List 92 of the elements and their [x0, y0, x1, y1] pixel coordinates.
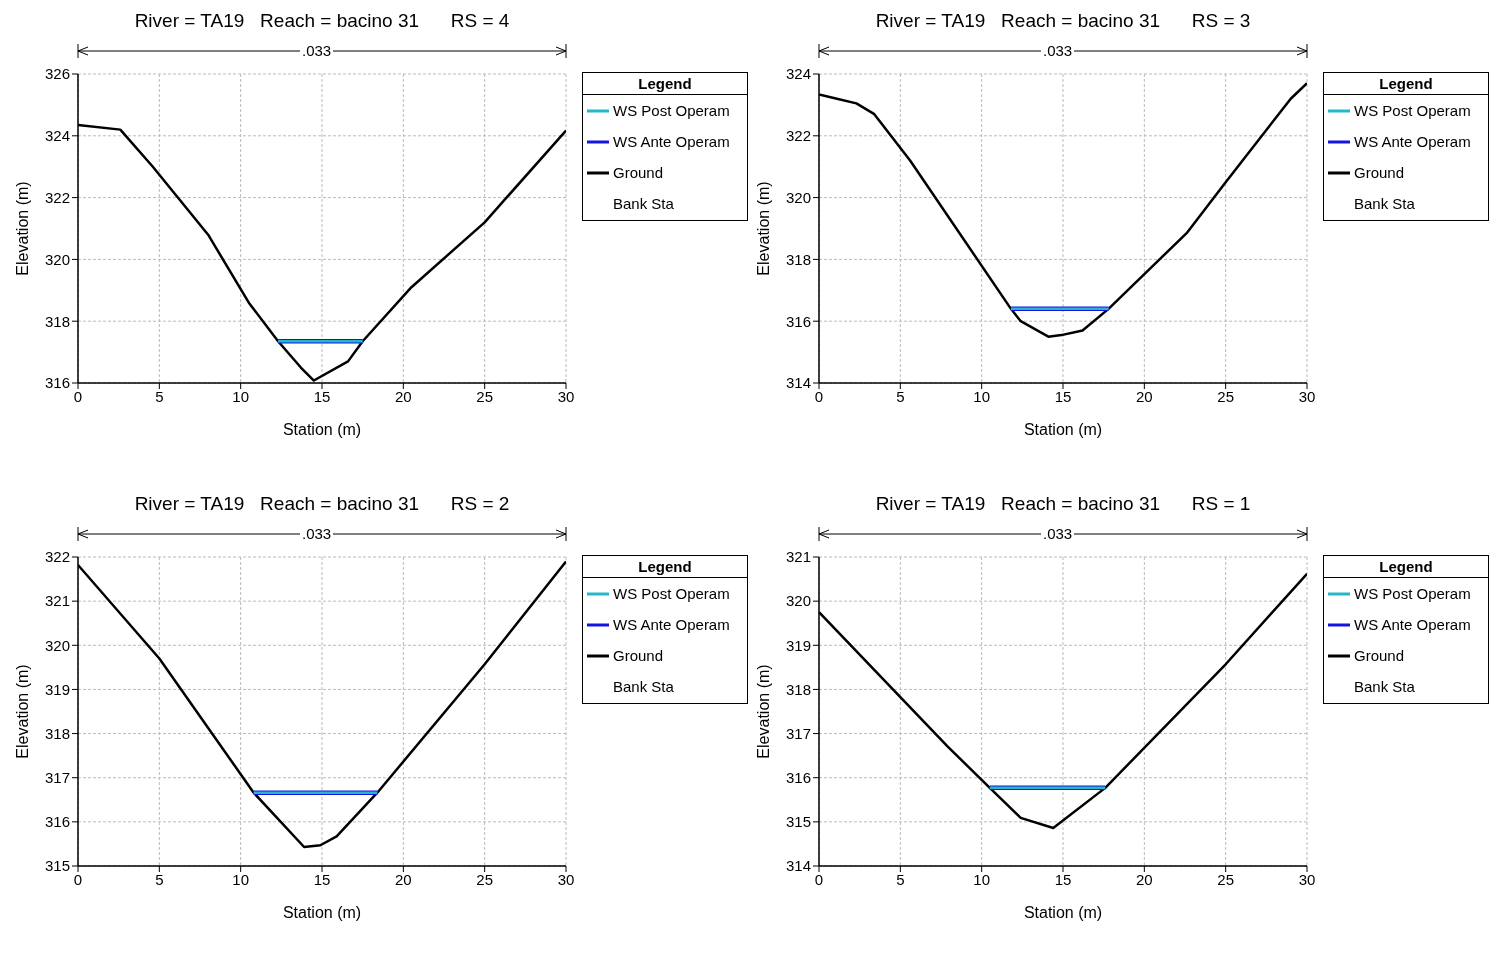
legend-label: WS Post Operam [613, 585, 730, 602]
y-tick-label: 318 [44, 312, 70, 330]
x-tick-label: 30 [1298, 870, 1316, 888]
text: .033 [300, 525, 334, 542]
chart-title: River = TA19 Reach = bacino 31 RS = 1 [874, 493, 1252, 515]
x-tick-label: 15 [313, 870, 331, 888]
x-tick-label: 15 [1054, 870, 1072, 888]
x-tick-label: 0 [73, 387, 83, 405]
legend-label: Ground [1354, 164, 1405, 181]
x-axis-title: Station (m) [282, 904, 362, 921]
y-tick-label: 318 [44, 724, 70, 742]
y-tick-label: 320 [44, 636, 70, 654]
y-tick-label: 315 [785, 813, 811, 831]
x-tick-label: 25 [476, 387, 494, 405]
y-tick-label: 322 [785, 127, 811, 145]
legend-label: WS Ante Operam [613, 133, 730, 150]
chart-title: River = TA19 Reach = bacino 31 RS = 2 [133, 493, 511, 515]
x-tick-label: 15 [1054, 387, 1072, 405]
x-tick-label: 10 [973, 870, 991, 888]
legend-label: WS Ante Operam [1354, 616, 1471, 633]
legend-label: WS Ante Operam [613, 616, 730, 633]
y-tick-label: 326 [44, 65, 70, 83]
x-axis-title: Station (m) [282, 421, 362, 438]
chart-title: River = TA19 Reach = bacino 31 RS = 3 [874, 10, 1252, 32]
y-tick-label: 324 [44, 127, 70, 145]
x-tick-label: 0 [814, 387, 824, 405]
legend-title: Legend [583, 556, 747, 578]
legend-title: Legend [1324, 73, 1488, 95]
y-tick-label: 314 [785, 374, 811, 392]
legend-label: WS Ante Operam [1354, 133, 1471, 150]
text: Bank Sta [612, 194, 675, 214]
x-tick-label: 30 [557, 870, 575, 888]
x-tick-label: 20 [394, 387, 412, 405]
legend-label: Ground [1354, 647, 1405, 664]
legend-title: Legend [583, 73, 747, 95]
y-tick-label: 316 [44, 813, 70, 831]
y-tick-label: 320 [785, 592, 811, 610]
y-tick-label: 315 [44, 857, 70, 875]
x-tick-label: 20 [1135, 387, 1153, 405]
y-axis-title: Elevation (m) [754, 664, 772, 759]
chart-title: River = TA19 Reach = bacino 31 RS = 4 [133, 10, 511, 32]
x-tick-label: 15 [313, 387, 331, 405]
x-tick-label: 30 [557, 387, 575, 405]
y-tick-label: 322 [44, 188, 70, 206]
y-tick-label: 320 [785, 188, 811, 206]
y-axis-title: Elevation (m) [13, 664, 31, 759]
legend-label: WS Post Operam [1354, 585, 1471, 602]
legend-label: Ground [613, 164, 664, 181]
y-axis-title: Elevation (m) [13, 181, 31, 276]
x-tick-label: 5 [896, 870, 905, 888]
text: .033 [1041, 42, 1075, 59]
legend-label: Ground [613, 647, 664, 664]
x-tick-label: 10 [232, 870, 250, 888]
y-tick-label: 321 [44, 592, 70, 610]
y-tick-label: 314 [785, 857, 811, 875]
x-axis-title: Station (m) [1023, 421, 1103, 438]
legend-label: WS Post Operam [613, 102, 730, 119]
x-tick-label: 20 [394, 870, 412, 888]
y-tick-label: 321 [785, 548, 811, 566]
x-tick-label: 20 [1135, 870, 1153, 888]
y-tick-label: 318 [785, 250, 811, 268]
y-tick-label: 316 [44, 374, 70, 392]
text: .033 [300, 42, 334, 59]
y-tick-label: 317 [44, 769, 70, 787]
text: Bank Sta [1353, 194, 1416, 214]
y-tick-label: 316 [785, 312, 811, 330]
x-tick-label: 10 [973, 387, 991, 405]
legend-label: WS Post Operam [1354, 102, 1471, 119]
x-tick-label: 0 [73, 870, 83, 888]
y-tick-label: 320 [44, 250, 70, 268]
x-tick-label: 10 [232, 387, 250, 405]
x-tick-label: 30 [1298, 387, 1316, 405]
y-tick-label: 318 [785, 680, 811, 698]
y-tick-label: 317 [785, 724, 811, 742]
x-tick-label: 25 [1217, 387, 1235, 405]
x-tick-label: 25 [476, 870, 494, 888]
y-tick-label: 316 [785, 769, 811, 787]
y-tick-label: 322 [44, 548, 70, 566]
x-tick-label: 5 [155, 387, 164, 405]
y-axis-title: Elevation (m) [754, 181, 772, 276]
text: .033 [1041, 525, 1075, 542]
y-tick-label: 319 [44, 680, 70, 698]
x-axis-title: Station (m) [1023, 904, 1103, 921]
x-tick-label: 25 [1217, 870, 1235, 888]
text: Bank Sta [1353, 677, 1416, 697]
x-tick-label: 5 [896, 387, 905, 405]
y-tick-label: 324 [785, 65, 811, 83]
y-tick-label: 319 [785, 636, 811, 654]
legend-title: Legend [1324, 556, 1488, 578]
x-tick-label: 0 [814, 870, 824, 888]
x-tick-label: 5 [155, 870, 164, 888]
text: Bank Sta [612, 677, 675, 697]
